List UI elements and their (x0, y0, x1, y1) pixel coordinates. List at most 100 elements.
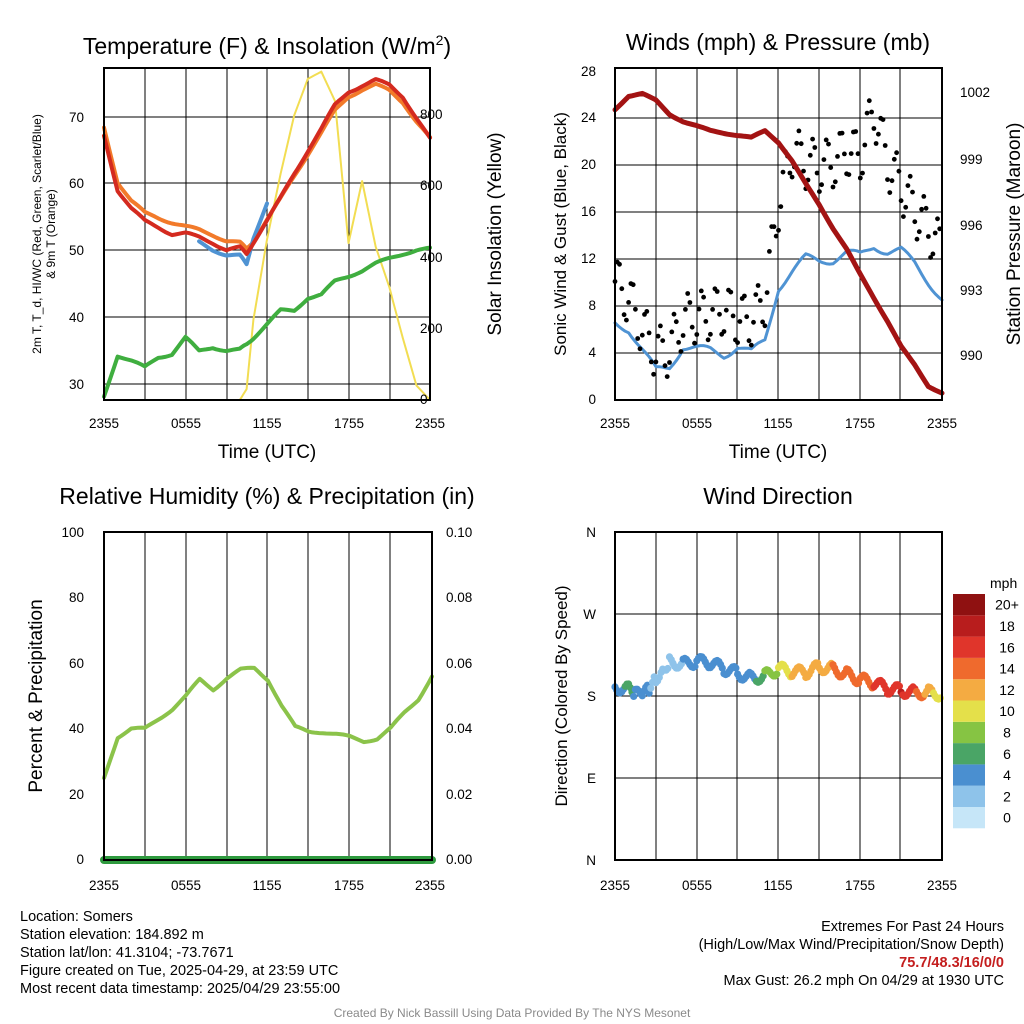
gust-point (748, 342, 754, 348)
gust-point (694, 332, 700, 337)
gust-point (832, 179, 838, 185)
gust-point (751, 319, 756, 325)
gust-point (755, 283, 761, 288)
temp-ylabel: 2m T, T_d, HI/WC (Red, Green, Scarlet/Bl… (30, 114, 58, 354)
humidity-panel: Relative Humidity (%) & Precipitation (i… (26, 483, 475, 893)
colorbar-swatch (953, 743, 985, 765)
gust-point (723, 307, 729, 313)
gust-point (903, 204, 909, 210)
wind-xlabel: Time (UTC) (729, 442, 828, 463)
gust-point (728, 289, 734, 295)
direction-point (630, 692, 638, 701)
gust-point (842, 151, 847, 157)
sonic-wind-line (613, 245, 944, 371)
gust-point (923, 205, 929, 211)
colorbar-swatch (953, 615, 985, 637)
y-tick-label: 28 (581, 64, 596, 79)
speed-colorbar: mph 0 2 4 6 8 10 12 14 16 18 20+ (953, 575, 1019, 829)
gust-point (801, 168, 806, 174)
y-tick-label: 20 (69, 787, 84, 802)
extremes-subtitle: (High/Low/Max Wind/Precipitation/Snow De… (698, 937, 1004, 953)
gust-point (796, 128, 802, 134)
gust-point (821, 157, 827, 163)
temp-2m-line (102, 77, 432, 256)
gust-point (721, 329, 727, 334)
gust-point (689, 324, 695, 330)
gust-point (839, 130, 845, 136)
rh-ylabel: Percent & Precipitation (26, 599, 47, 792)
gust-point (667, 360, 672, 365)
y-tick-label: 30 (69, 377, 84, 392)
gust-point (646, 330, 652, 336)
gust-point (773, 233, 779, 239)
gust-point (651, 371, 656, 377)
colorbar-title: mph (990, 575, 1017, 591)
gust-point (896, 168, 902, 174)
y-tick-label: 70 (69, 110, 84, 125)
colorbar-label: 6 (1003, 746, 1011, 762)
pressure-line (612, 90, 945, 396)
direction-points (611, 653, 944, 703)
gust-point (873, 141, 879, 146)
colorbar-label: 8 (1003, 724, 1011, 740)
gust-point (655, 333, 661, 339)
dir-grid (615, 532, 942, 860)
gust-point (717, 311, 722, 317)
temperature-panel: Temperature (F) & Insolation (W/m2) 30 4… (30, 32, 506, 463)
temp-yticks: 30 40 50 60 70 (69, 110, 84, 392)
y2-tick-label: 0.10 (446, 525, 472, 540)
figure-created: Figure created on Tue, 2025-04-29, at 23… (20, 963, 339, 979)
gust-point (862, 142, 868, 148)
gust-point (860, 170, 865, 176)
wind-direction-panel: Wind Direction N E S W N 2355 0555 1155 … (552, 483, 1019, 893)
colorbar-swatch (953, 807, 985, 829)
y2-tick-label: 990 (960, 348, 983, 363)
gust-point (807, 152, 813, 158)
gust-point (698, 288, 704, 294)
gust-point (876, 131, 881, 137)
gust-point (823, 137, 829, 143)
station-elevation: Station elevation: 184.892 m (20, 927, 204, 943)
gust-point (794, 140, 800, 146)
y-tick-label: 16 (581, 204, 596, 219)
gust-point (912, 219, 918, 225)
dir-frame (614, 531, 943, 861)
gust-point (685, 291, 691, 296)
extremes-values: 75.7/48.3/16/0/0 (899, 955, 1004, 971)
x-tick-label: 2355 (927, 416, 957, 431)
wind-y2ticks: 990 993 996 999 1002 (960, 85, 990, 363)
gust-point (621, 312, 627, 318)
gust-point (776, 227, 781, 233)
y2-tick-label: 400 (420, 250, 443, 265)
gust-point (894, 150, 899, 156)
gust-point (905, 183, 911, 189)
gust-point (880, 117, 886, 122)
rh-series (100, 665, 436, 864)
dewpoint-line (102, 245, 432, 399)
y-tick-label: 80 (69, 590, 84, 605)
temp-grid (104, 68, 430, 400)
direction-point (691, 662, 699, 671)
colorbar-swatch (953, 636, 985, 658)
gust-point (919, 206, 924, 212)
gust-point (787, 170, 793, 176)
temp-y2label: Solar Insolation (Yellow) (485, 132, 506, 335)
gust-point (891, 156, 897, 162)
rh-yticks: 0 20 40 60 80 100 (61, 525, 84, 867)
y-tick-label: E (587, 771, 596, 786)
temp-y2ticks: 0 200 400 600 800 (420, 107, 443, 407)
wind-title: Winds (mph) & Pressure (mb) (626, 29, 930, 55)
y2-tick-label: 0.06 (446, 656, 472, 671)
gust-point (644, 309, 650, 314)
colorbar-label: 0 (1003, 810, 1011, 826)
y-tick-label: W (583, 607, 596, 622)
wind-ylabel: Sonic Wind & Gust (Blue, Black) (551, 112, 570, 356)
extremes-info: Extremes For Past 24 Hours (High/Low/Max… (699, 918, 1004, 990)
gust-point (673, 319, 679, 325)
gust-point (767, 249, 772, 254)
gust-point (830, 184, 836, 190)
gust-point (828, 165, 834, 171)
gust-point (624, 317, 629, 323)
dir-xticks: 2355 0555 1155 1755 2355 (600, 878, 957, 893)
gust-point (637, 346, 643, 352)
